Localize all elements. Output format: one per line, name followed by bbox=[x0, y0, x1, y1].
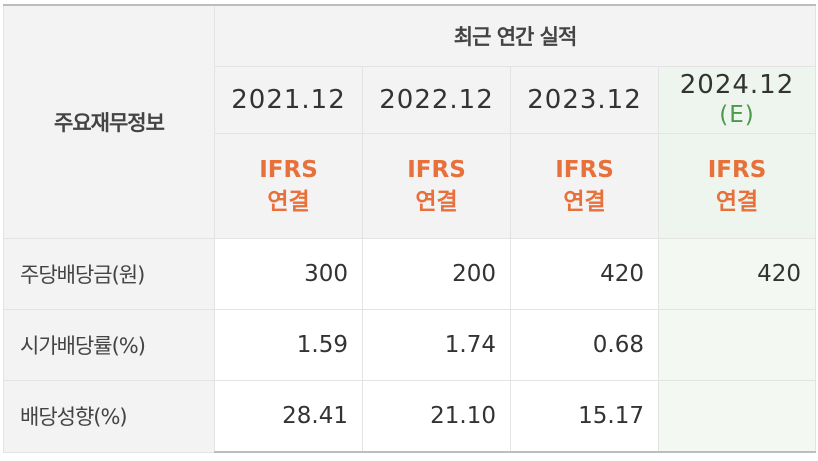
table-row: 시가배당률(%) 1.59 1.74 0.68 bbox=[3, 309, 817, 381]
row-label-dividend-yield: 시가배당률(%) bbox=[3, 309, 215, 381]
basis-header-2022: IFRS 연결 bbox=[362, 133, 511, 239]
basis-header-2023: IFRS 연결 bbox=[510, 133, 659, 239]
basis-line1: IFRS bbox=[707, 157, 767, 183]
estimate-mark: (E) bbox=[719, 102, 755, 128]
table-cell: 0.68 bbox=[510, 309, 659, 381]
basis-line2: 연결 bbox=[415, 189, 458, 215]
year-label: 2024.12 bbox=[679, 70, 795, 100]
year-header-2021: 2021.12 bbox=[214, 66, 363, 134]
financial-table: 주요재무정보 최근 연간 실적 2021.12 2022.12 2023.12 … bbox=[3, 4, 817, 453]
table-cell-estimate bbox=[657, 380, 817, 453]
year-label: 2022.12 bbox=[379, 85, 494, 115]
table-cell: 1.59 bbox=[214, 309, 363, 381]
table-cell-estimate: 420 bbox=[657, 238, 817, 310]
basis-line1: IFRS bbox=[259, 157, 318, 183]
row-label-dps: 주당배당금(원) bbox=[3, 238, 215, 310]
group-header: 최근 연간 실적 bbox=[213, 4, 817, 67]
corner-header: 주요재무정보 bbox=[3, 4, 215, 239]
basis-line2: 연결 bbox=[563, 189, 606, 215]
table-cell: 300 bbox=[214, 238, 363, 310]
table-row: 배당성향(%) 28.41 21.10 15.17 bbox=[3, 380, 817, 453]
table-cell: 21.10 bbox=[362, 380, 511, 453]
year-header-2024-estimate: 2024.12 (E) bbox=[657, 66, 817, 134]
basis-line1: IFRS bbox=[407, 157, 466, 183]
table-cell: 200 bbox=[362, 238, 511, 310]
year-label: 2021.12 bbox=[231, 85, 346, 115]
table-row: 주당배당금(원) 300 200 420 420 bbox=[3, 238, 817, 310]
basis-line1: IFRS bbox=[555, 157, 614, 183]
table-cell: 420 bbox=[510, 238, 659, 310]
table-cell: 28.41 bbox=[214, 380, 363, 453]
table-cell: 1.74 bbox=[362, 309, 511, 381]
basis-header-2021: IFRS 연결 bbox=[214, 133, 363, 239]
table-cell-estimate bbox=[657, 309, 817, 381]
basis-header-2024: IFRS 연결 bbox=[657, 133, 817, 239]
year-header-2023: 2023.12 bbox=[510, 66, 659, 134]
year-header-2022: 2022.12 bbox=[362, 66, 511, 134]
basis-line2: 연결 bbox=[267, 189, 310, 215]
row-label-payout-ratio: 배당성향(%) bbox=[3, 380, 215, 453]
table-cell: 15.17 bbox=[510, 380, 659, 453]
year-label: 2023.12 bbox=[527, 85, 642, 115]
basis-line2: 연결 bbox=[715, 189, 759, 215]
